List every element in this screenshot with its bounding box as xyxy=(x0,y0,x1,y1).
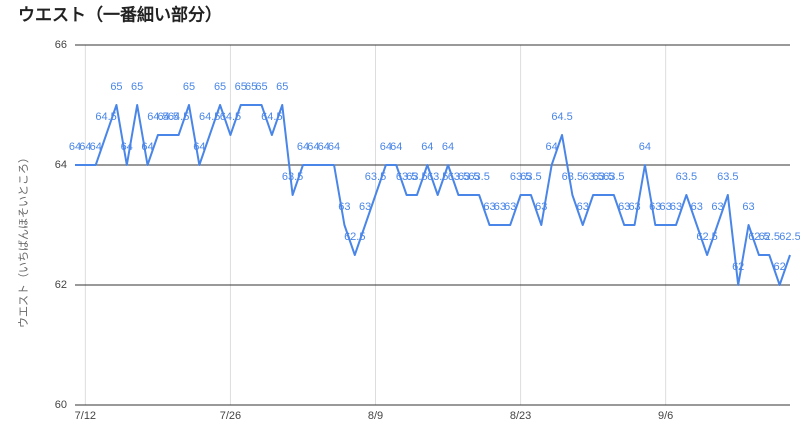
data-label: 65 xyxy=(245,81,257,93)
data-label: 64.5 xyxy=(261,111,282,123)
data-label: 63.5 xyxy=(520,171,541,183)
data-label: 64 xyxy=(121,141,133,153)
data-label: 63.5 xyxy=(593,171,614,183)
data-label: 65 xyxy=(183,81,195,93)
data-label: 65 xyxy=(276,81,288,93)
y-tick-label: 60 xyxy=(55,399,67,411)
data-label: 65 xyxy=(235,81,247,93)
x-tick-label: 9/6 xyxy=(658,410,673,422)
data-label: 64.5 xyxy=(220,111,241,123)
data-label: 63.5 xyxy=(510,171,531,183)
data-label: 64 xyxy=(193,141,205,153)
data-label: 64.5 xyxy=(147,111,168,123)
data-label: 64 xyxy=(639,141,651,153)
data-label: 64 xyxy=(328,141,340,153)
data-label: 63 xyxy=(338,201,350,213)
data-label: 64 xyxy=(297,141,309,153)
x-tick-label: 8/9 xyxy=(368,410,383,422)
data-label: 63 xyxy=(691,201,703,213)
data-label: 64 xyxy=(442,141,454,153)
data-label: 63.5 xyxy=(458,171,479,183)
y-tick-label: 66 xyxy=(55,39,67,51)
y-tick-label: 62 xyxy=(55,279,67,291)
data-label: 65 xyxy=(131,81,143,93)
data-label: 65 xyxy=(214,81,226,93)
data-label: 64 xyxy=(421,141,433,153)
data-label: 63.5 xyxy=(365,171,386,183)
data-label: 62 xyxy=(774,261,786,273)
data-label: 63.5 xyxy=(676,171,697,183)
data-label: 63 xyxy=(649,201,661,213)
data-label: 63.5 xyxy=(468,171,489,183)
data-label: 62 xyxy=(732,261,744,273)
chart-title: ウエスト（一番細い部分） xyxy=(18,4,222,24)
data-label: 64 xyxy=(390,141,402,153)
data-label: 64 xyxy=(141,141,153,153)
data-label: 63 xyxy=(711,201,723,213)
data-label: 63 xyxy=(483,201,495,213)
x-tick-label: 7/26 xyxy=(220,410,241,422)
data-label: 63.5 xyxy=(427,171,448,183)
data-label: 63 xyxy=(618,201,630,213)
data-label: 63 xyxy=(494,201,506,213)
y-tick-label: 64 xyxy=(55,159,67,171)
data-label: 63.5 xyxy=(562,171,583,183)
data-label: 63.5 xyxy=(282,171,303,183)
data-label: 64 xyxy=(79,141,91,153)
data-label: 63 xyxy=(577,201,589,213)
data-label: 64 xyxy=(380,141,392,153)
data-label: 63.5 xyxy=(582,171,603,183)
series-line xyxy=(75,104,791,286)
data-label: 64 xyxy=(69,141,81,153)
data-label: 64.5 xyxy=(168,111,189,123)
data-label: 64.5 xyxy=(95,111,116,123)
data-label: 63 xyxy=(535,201,547,213)
data-label: 62.5 xyxy=(696,231,717,243)
data-label: 64.5 xyxy=(551,111,572,123)
data-label: 64 xyxy=(546,141,558,153)
data-label: 62.5 xyxy=(759,231,780,243)
data-label: 65 xyxy=(255,81,267,93)
data-label: 63 xyxy=(628,201,640,213)
data-label: 64.5 xyxy=(199,111,220,123)
data-label: 62.5 xyxy=(748,231,769,243)
data-label: 63.5 xyxy=(717,171,738,183)
data-label: 63.5 xyxy=(396,171,417,183)
data-label: 63.5 xyxy=(448,171,469,183)
data-label: 65 xyxy=(110,81,122,93)
data-label: 63 xyxy=(660,201,672,213)
data-label: 63 xyxy=(670,201,682,213)
data-label: 63.5 xyxy=(406,171,427,183)
data-label: 63 xyxy=(742,201,754,213)
data-label: 64 xyxy=(90,141,102,153)
x-tick-label: 7/12 xyxy=(75,410,96,422)
data-label: 63 xyxy=(504,201,516,213)
data-label: 64 xyxy=(318,141,330,153)
x-tick-label: 8/23 xyxy=(510,410,531,422)
data-label: 64.5 xyxy=(158,111,179,123)
data-label: 63.5 xyxy=(603,171,624,183)
y-axis-title: ウエスト（いちばんほそいところ） xyxy=(17,152,30,328)
data-label: 62.5 xyxy=(344,231,365,243)
data-label: 64 xyxy=(307,141,319,153)
data-label: 62.5 xyxy=(779,231,800,243)
data-label: 63 xyxy=(359,201,371,213)
